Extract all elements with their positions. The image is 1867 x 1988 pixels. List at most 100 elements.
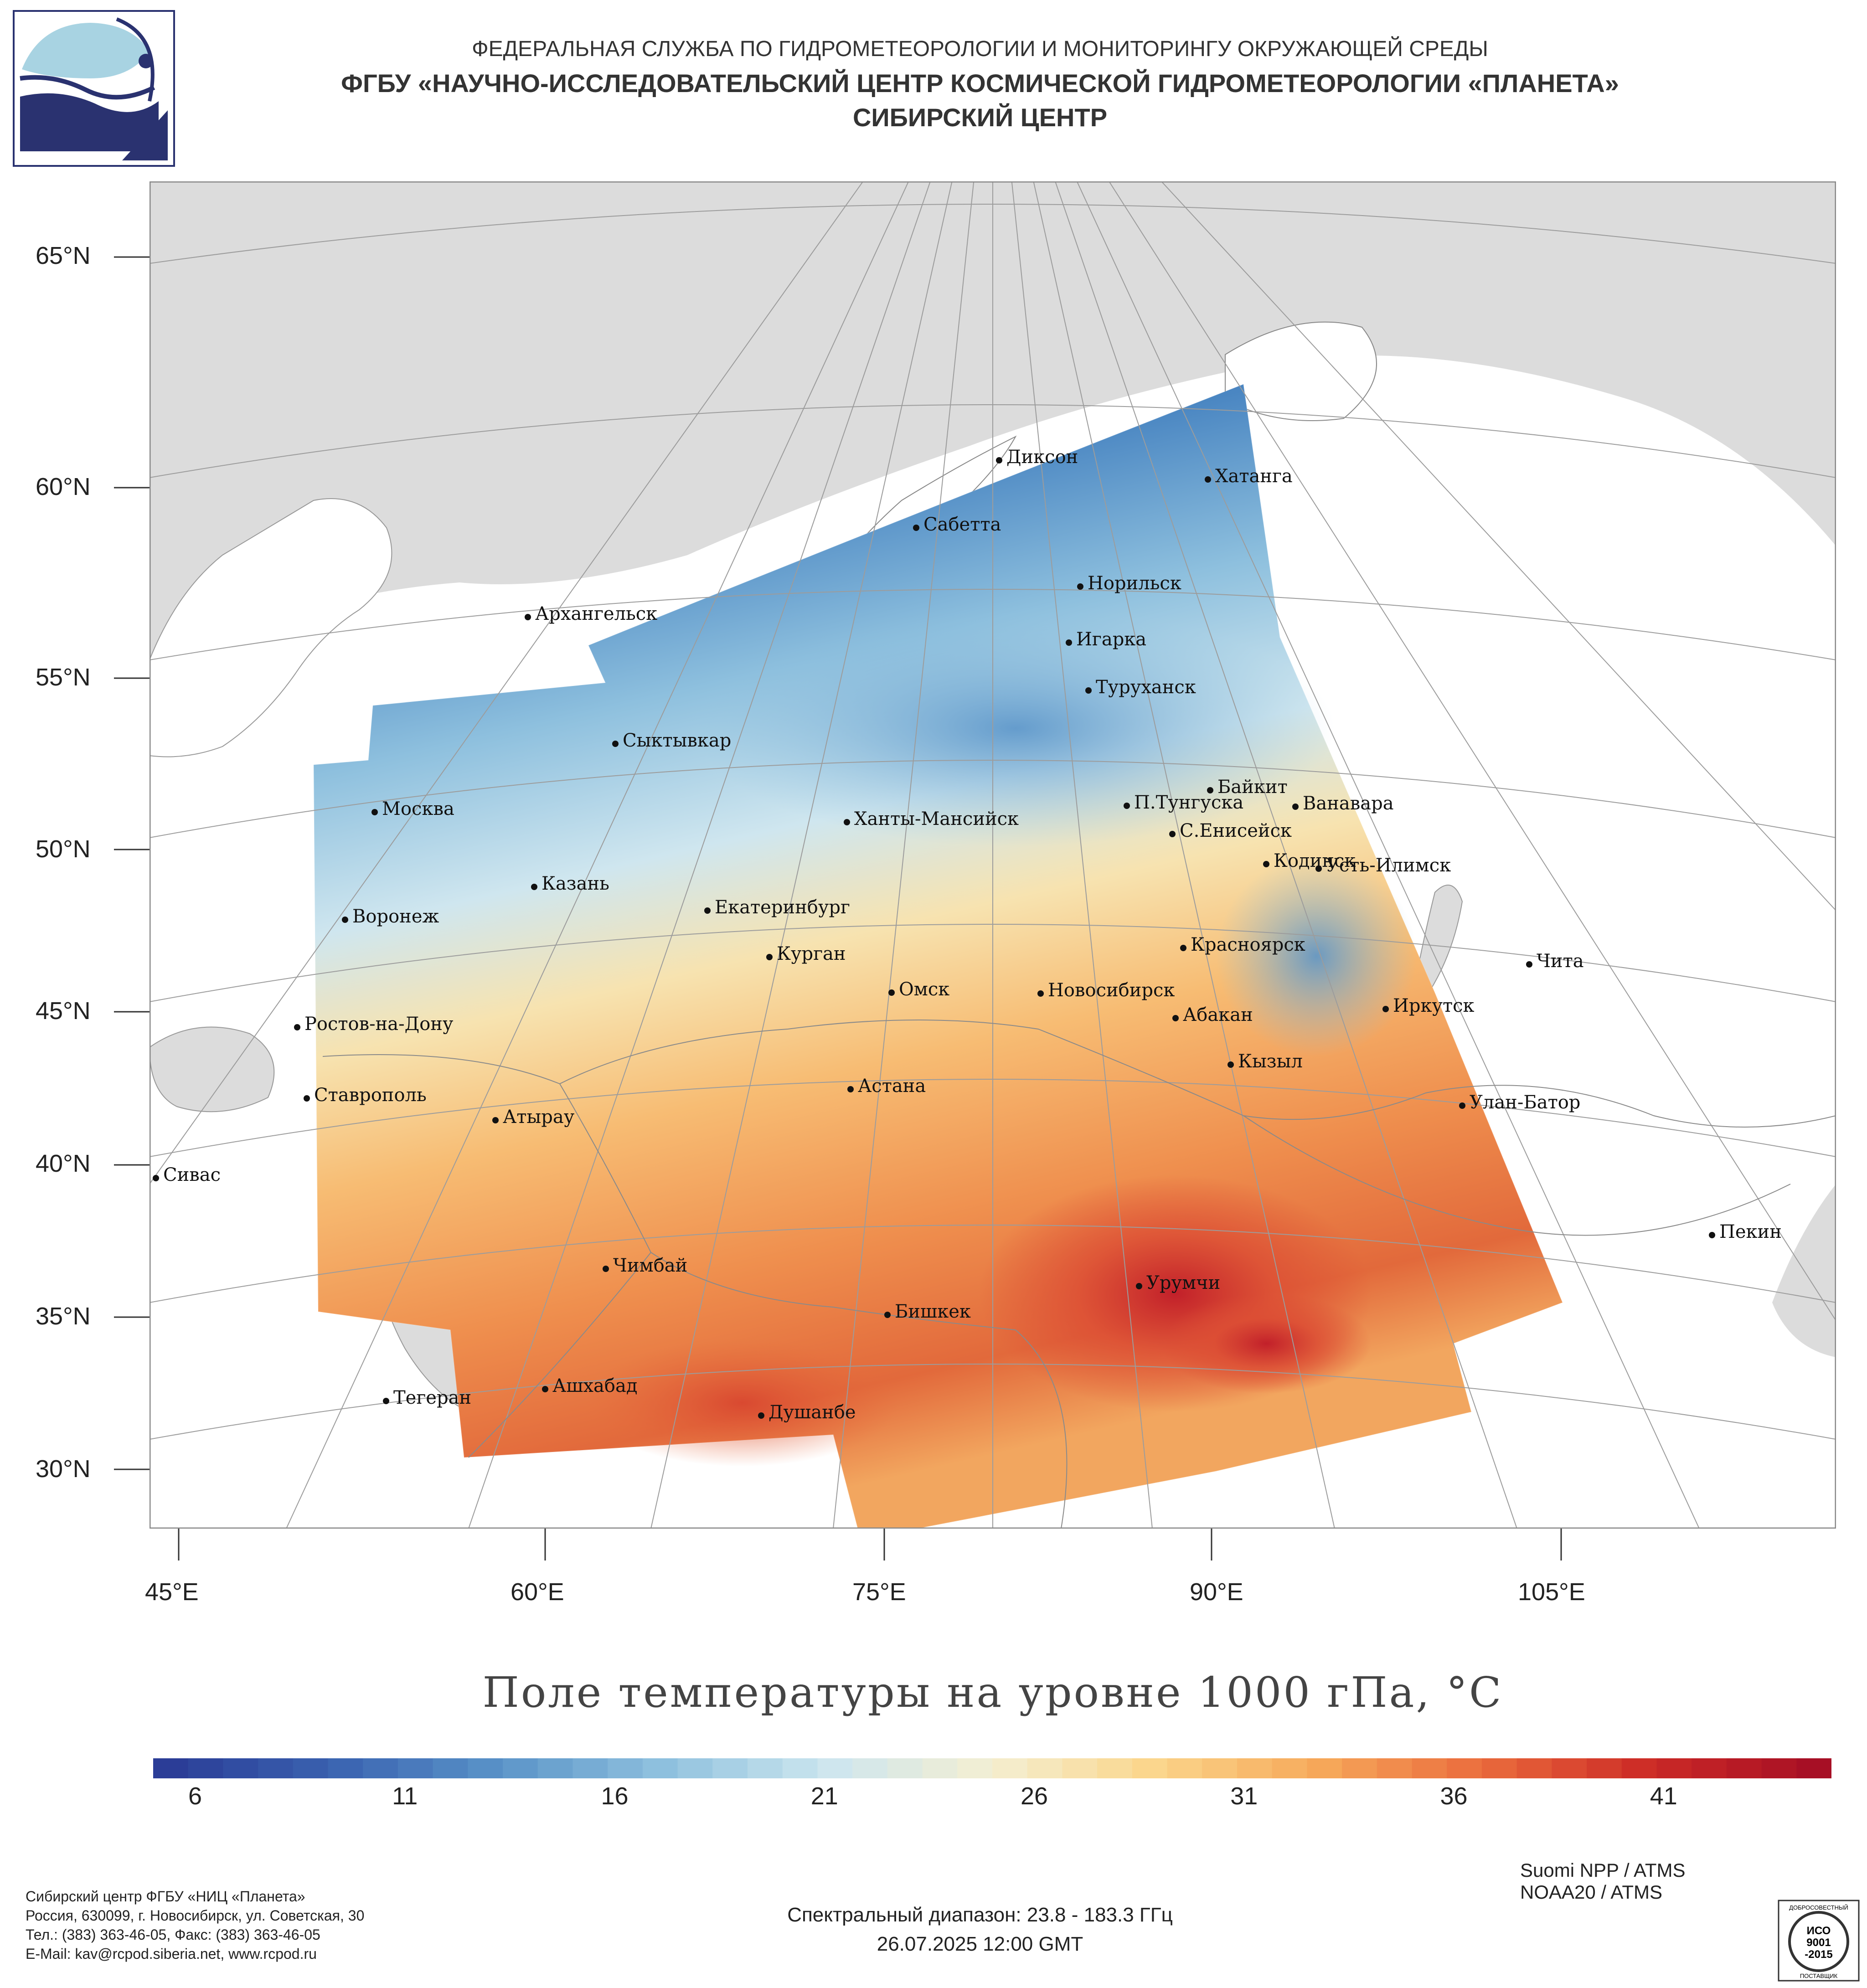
colorbar-segment — [258, 1758, 294, 1778]
hot-region-turkmenistan — [587, 1339, 897, 1467]
colorbar-segment — [852, 1758, 888, 1778]
colorbar-segment — [153, 1758, 189, 1778]
colorbar-tick-label: 41 — [1650, 1782, 1677, 1810]
colorbar-segment — [293, 1758, 329, 1778]
colorbar-segment — [1692, 1758, 1727, 1778]
city-label: Астана — [858, 1076, 926, 1097]
product-info: Спектральный диапазон: 23.8 - 183.3 ГГц … — [684, 1900, 1276, 1959]
black-sea — [150, 1026, 275, 1112]
scandinavia — [150, 498, 392, 757]
colorbar-segment — [1726, 1758, 1762, 1778]
cool-region-west-siberia — [696, 610, 1335, 847]
colorbar-segment — [1237, 1758, 1273, 1778]
colorbar-segment — [1307, 1758, 1343, 1778]
city-label: Ростов-на-Дону — [304, 1014, 454, 1035]
city-label: Байкит — [1217, 777, 1288, 798]
city-marker — [1169, 831, 1176, 837]
svg-text:ИСО: ИСО — [1807, 1925, 1831, 1937]
colorbar-segment — [1447, 1758, 1482, 1778]
colorbar-segment — [642, 1758, 678, 1778]
svg-text:ДОБРОСОВЕСТНЫЙ: ДОБРОСОВЕСТНЫЙ — [1789, 1904, 1848, 1911]
city-label: Кызыл — [1238, 1051, 1303, 1072]
city-label: Казань — [542, 873, 609, 894]
colorbar-segment — [1027, 1758, 1063, 1778]
lat-label: 60°N — [36, 473, 91, 500]
lat-label: 65°N — [36, 242, 91, 269]
city-label: Новосибирск — [1048, 980, 1175, 1001]
city-marker — [913, 525, 919, 531]
colorbar-tick-label: 21 — [810, 1782, 838, 1810]
city-label: Атырау — [503, 1107, 575, 1128]
colorbar-segment — [1167, 1758, 1203, 1778]
organization-logo — [13, 10, 175, 167]
city-marker — [1459, 1102, 1465, 1109]
colorbar-segment — [1656, 1758, 1692, 1778]
contact-line: E-Mail: kav@rcpod.siberia.net, www.rcpod… — [26, 1946, 317, 1962]
city-marker — [847, 1086, 854, 1092]
colorbar-segment — [1412, 1758, 1448, 1778]
city-marker — [1136, 1283, 1142, 1289]
organization-contacts: Сибирский центр ФГБУ «НИЦ «Планета» Росс… — [26, 1887, 364, 1963]
city-marker — [153, 1175, 159, 1181]
lat-ticks — [114, 256, 150, 1470]
city-marker — [1037, 990, 1044, 997]
colorbar-segment — [188, 1758, 224, 1778]
colorbar-tick-label: 26 — [1021, 1782, 1048, 1810]
lat-label: 50°N — [36, 835, 91, 863]
city-label: Игарка — [1076, 629, 1147, 650]
header-institute: ФГБУ «НАУЧНО-ИССЛЕДОВАТЕЛЬСКИЙ ЦЕНТР КОС… — [341, 69, 1619, 98]
colorbar-segment — [433, 1758, 469, 1778]
iso-certification-badge: ДОБРОСОВЕСТНЫЙ ИСО 9001 -2015 ПОСТАВЩИК — [1778, 1900, 1860, 1982]
lon-label: 75°E — [852, 1578, 906, 1606]
colorbar-segment — [572, 1758, 609, 1778]
colorbar-tick-label: 16 — [601, 1782, 629, 1810]
colorbar-segment — [887, 1758, 923, 1778]
lon-label: 105°E — [1518, 1578, 1585, 1606]
colorbar-segment — [1587, 1758, 1622, 1778]
city-label: Усть-Илимск — [1326, 855, 1451, 876]
lon-label: 60°E — [511, 1578, 564, 1606]
country-borders — [322, 1020, 1836, 1529]
severnaya-zemlya — [1225, 321, 1377, 421]
svg-text:-2015: -2015 — [1805, 1948, 1832, 1961]
colorbar-segment — [957, 1758, 993, 1778]
colorbar-segment — [712, 1758, 748, 1778]
city-marker — [704, 907, 711, 914]
city-label: Абакан — [1183, 1004, 1253, 1025]
svg-text:ПОСТАВЩИК: ПОСТАВЩИК — [1800, 1973, 1838, 1979]
city-marker — [304, 1095, 310, 1102]
lat-label: 45°N — [36, 997, 91, 1025]
city-label: Урумчи — [1146, 1272, 1221, 1293]
city-marker — [531, 884, 537, 890]
city-label: Красноярск — [1191, 934, 1305, 955]
observation-datetime: 26.07.2025 12:00 GMT — [877, 1933, 1083, 1955]
city-marker — [1315, 865, 1322, 872]
map-title: Поле температуры на уровне 1000 гПа, °C — [482, 1668, 1503, 1717]
city-label: С.Енисейск — [1180, 820, 1292, 841]
city-marker — [844, 819, 850, 825]
satellite-1: Suomi NPP / ATMS — [1520, 1859, 1686, 1881]
city-label: Норильск — [1088, 573, 1181, 594]
spectral-range: Спектральный диапазон: 23.8 - 183.3 ГГц — [787, 1904, 1173, 1926]
city-label: Диксон — [1006, 447, 1078, 468]
city-label: Сивас — [163, 1164, 221, 1185]
hot-region-urumqi — [1161, 1293, 1371, 1394]
colorbar-segment — [922, 1758, 958, 1778]
city-marker — [1124, 803, 1130, 809]
city-label: Чимбай — [613, 1255, 688, 1276]
city-marker — [1207, 787, 1213, 793]
city-label: Улан-Батор — [1470, 1092, 1581, 1113]
city-marker — [888, 989, 895, 996]
colorbar-segment — [223, 1758, 259, 1778]
lat-label: 55°N — [36, 664, 91, 691]
colorbar-segment — [1552, 1758, 1588, 1778]
lat-label: 30°N — [36, 1455, 91, 1483]
city-label: Пекин — [1719, 1221, 1782, 1242]
lon-ticks — [178, 1529, 1562, 1561]
city-label: Ставрополь — [314, 1085, 427, 1106]
colorbar-segment — [1761, 1758, 1797, 1778]
colorbar-segment — [1272, 1758, 1308, 1778]
city-label: Воронеж — [352, 906, 439, 927]
city-marker — [1180, 945, 1186, 951]
city-label: Сабетта — [923, 514, 1001, 535]
